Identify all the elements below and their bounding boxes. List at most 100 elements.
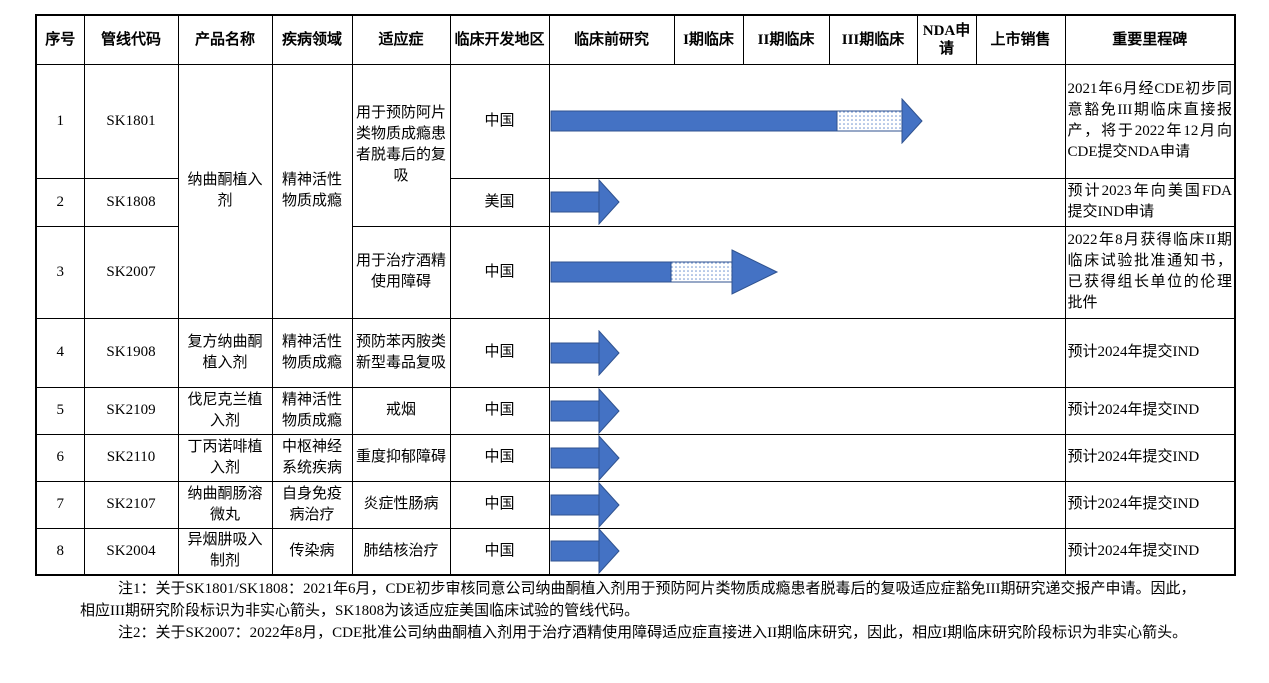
- stage-cell: [548, 386, 1066, 435]
- cell: 预计2024年提交IND: [1064, 317, 1236, 388]
- arrow-head: [598, 434, 620, 481]
- header-cell: 疾病领域: [271, 14, 353, 65]
- cell: 中国: [449, 433, 550, 482]
- arrow-body: [550, 110, 837, 132]
- arrow-hollow: [670, 261, 732, 283]
- cell: 3: [35, 225, 85, 319]
- cell: 中国: [449, 63, 550, 179]
- arrow-head: [598, 179, 620, 225]
- cell: 重度抑郁障碍: [351, 433, 451, 482]
- header-cell: 重要里程碑: [1064, 14, 1236, 65]
- cell: 预计2023年向美国FDA提交IND申请: [1064, 177, 1236, 227]
- arrow-head: [598, 329, 620, 376]
- cell: 中国: [449, 480, 550, 529]
- arrow-head: [598, 528, 620, 575]
- cell: SK2007: [83, 225, 179, 319]
- cell: 肺结核治疗: [351, 527, 451, 576]
- header-cell: 临床开发地区: [449, 14, 550, 65]
- arrow-body: [550, 342, 599, 363]
- cell: 2: [35, 177, 85, 227]
- row: 8 SK2004 异烟肼吸入制剂 传染病 肺结核治疗 中国 预计2024年提交IND: [35, 527, 1236, 576]
- stage-cell: [548, 225, 1066, 319]
- header-cell: I期临床: [673, 14, 744, 65]
- row: 5 SK2109 伐尼克兰植入剂 精神活性物质成瘾 戒烟 中国 预计2024年提交IND: [35, 386, 1236, 435]
- pipeline-table-wrap: 序号 管线代码 产品名称 疾病领域 适应症 临床开发地区 临床前研究 I期临床 II期临床 III…: [35, 14, 1236, 576]
- cell: 纳曲酮植入剂: [177, 63, 273, 319]
- cell: 2022年8月获得临床II期临床试验批准通知书，已获得组长单位的伦理批件: [1064, 225, 1236, 319]
- stage-cell: [548, 177, 1066, 227]
- stage-arrow: [550, 434, 620, 481]
- cell: 5: [35, 386, 85, 435]
- stage-arrow: [550, 249, 778, 295]
- row: 7 SK2107 纳曲酮肠溶微丸 自身免疫病治疗 炎症性肠病 中国 预计2024年提交IND: [35, 480, 1236, 529]
- header-row: 序号 管线代码 产品名称 疾病领域 适应症 临床开发地区 临床前研究 I期临床 II期临床 III…: [35, 14, 1236, 65]
- header-cell: 产品名称: [177, 14, 273, 65]
- cell: 美国: [449, 177, 550, 227]
- cell: 纳曲酮肠溶微丸: [177, 480, 273, 529]
- cell: 用于治疗酒精使用障碍: [351, 225, 451, 319]
- header-cell: 临床前研究: [548, 14, 675, 65]
- cell: SK2004: [83, 527, 179, 576]
- cell: 6: [35, 433, 85, 482]
- cell: 4: [35, 317, 85, 388]
- arrow-hollow: [836, 110, 902, 132]
- cell: 中国: [449, 386, 550, 435]
- arrow-head: [598, 387, 620, 434]
- cell: 丁丙诺啡植入剂: [177, 433, 273, 482]
- stage-arrow: [550, 481, 620, 528]
- cell: SK1808: [83, 177, 179, 227]
- cell: 8: [35, 527, 85, 576]
- cell: 复方纳曲酮植入剂: [177, 317, 273, 388]
- pipeline-table: 序号 管线代码 产品名称 疾病领域 适应症 临床开发地区 临床前研究 I期临床 II期临床 III…: [35, 14, 1236, 576]
- stage-arrow: [550, 387, 620, 434]
- header-cell: 序号: [35, 14, 85, 65]
- stage-cell: [548, 433, 1066, 482]
- cell: 用于预防阿片类物质成瘾患者脱毒后的复吸: [351, 63, 451, 227]
- cell: 中国: [449, 225, 550, 319]
- cell: 戒烟: [351, 386, 451, 435]
- arrow-body: [550, 494, 599, 515]
- cell: 中国: [449, 527, 550, 576]
- arrow-body: [550, 400, 599, 421]
- stage-cell: [548, 527, 1066, 576]
- arrow-body: [550, 261, 671, 283]
- cell: 精神活性物质成瘾: [271, 386, 353, 435]
- header-cell: 上市销售: [975, 14, 1066, 65]
- arrow-body: [550, 447, 599, 468]
- note: 注1：关于SK1801/SK1808：2021年6月，CDE初步审核同意公司纳曲…: [80, 581, 1196, 619]
- arrow-head: [901, 98, 923, 144]
- cell: 预计2024年提交IND: [1064, 386, 1236, 435]
- arrow-head: [598, 481, 620, 528]
- arrow-body: [550, 191, 599, 213]
- stage-arrow: [550, 329, 620, 376]
- cell: 7: [35, 480, 85, 529]
- cell: 伐尼克兰植入剂: [177, 386, 273, 435]
- cell: 预防苯丙胺类新型毒品复吸: [351, 317, 451, 388]
- stage-cell: [548, 480, 1066, 529]
- cell: 预计2024年提交IND: [1064, 480, 1236, 529]
- cell: 预计2024年提交IND: [1064, 433, 1236, 482]
- stage-cell: [548, 317, 1066, 388]
- row: 6 SK2110 丁丙诺啡植入剂 中枢神经系统疾病 重度抑郁障碍 中国 预计2024年提交I…: [35, 433, 1236, 482]
- arrow-head: [731, 249, 778, 295]
- cell: 自身免疫病治疗: [271, 480, 353, 529]
- cell: 精神活性物质成瘾: [271, 317, 353, 388]
- cell: SK1908: [83, 317, 179, 388]
- row: 4 SK1908 复方纳曲酮植入剂 精神活性物质成瘾 预防苯丙胺类新型毒品复吸 中国 预计2…: [35, 317, 1236, 388]
- header-cell: II期临床: [742, 14, 830, 65]
- cell: 炎症性肠病: [351, 480, 451, 529]
- cell: 异烟肼吸入制剂: [177, 527, 273, 576]
- cell: SK2110: [83, 433, 179, 482]
- row: 1 SK1801 纳曲酮植入剂 精神活性物质成瘾 用于预防阿片类物质成瘾患者脱毒…: [35, 63, 1236, 319]
- cell: 传染病: [271, 527, 353, 576]
- arrow-body: [550, 540, 599, 562]
- notes: 注1：关于SK1801/SK1808：2021年6月，CDE初步审核同意公司纳曲…: [80, 578, 1200, 644]
- stage-arrow: [550, 98, 923, 144]
- cell: 精神活性物质成瘾: [271, 63, 353, 319]
- cell: 中国: [449, 317, 550, 388]
- cell: SK2109: [83, 386, 179, 435]
- cell: 1: [35, 63, 85, 179]
- cell: SK2107: [83, 480, 179, 529]
- stage-arrow: [550, 528, 620, 575]
